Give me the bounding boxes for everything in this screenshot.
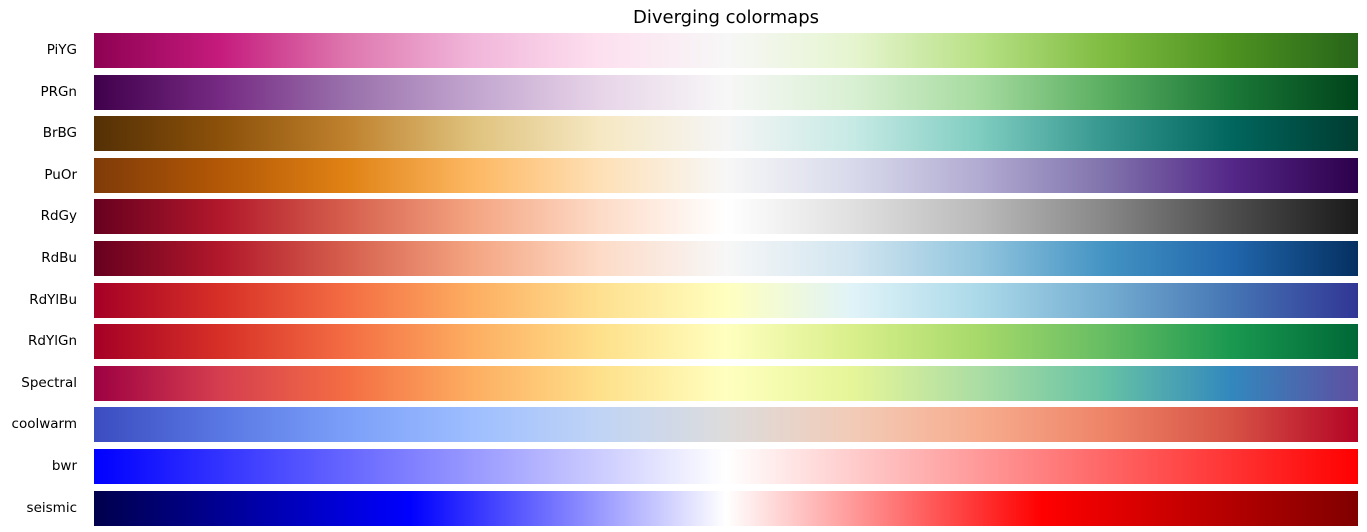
colormap-label: RdYlGn xyxy=(28,333,77,349)
colormap-bar xyxy=(94,241,1358,276)
colormap-label: RdGy xyxy=(40,208,77,224)
colormap-bar xyxy=(94,158,1358,193)
colormap-label: BrBG xyxy=(42,125,77,141)
colormap-bar xyxy=(94,366,1358,401)
colormap-bar xyxy=(94,33,1358,68)
colormap-label: coolwarm xyxy=(11,416,77,432)
colormap-bar xyxy=(94,324,1358,359)
colormap-label: PiYG xyxy=(46,42,77,58)
colormap-row-puor: PuOr xyxy=(0,158,1367,193)
colormap-row-rdbu: RdBu xyxy=(0,241,1367,276)
colormap-row-rdgy: RdGy xyxy=(0,199,1367,234)
colormap-label: seismic xyxy=(26,500,77,516)
colormap-row-prgn: PRGn xyxy=(0,75,1367,110)
colormap-bar xyxy=(94,199,1358,234)
colormap-label: Spectral xyxy=(21,375,77,391)
colormap-label: RdYlBu xyxy=(29,292,77,308)
colormap-bar xyxy=(94,491,1358,526)
colormap-row-brbg: BrBG xyxy=(0,116,1367,151)
colormap-row-rdylbu: RdYlBu xyxy=(0,283,1367,318)
colormap-bar xyxy=(94,283,1358,318)
colormap-label: RdBu xyxy=(41,250,77,266)
colormap-row-rdylgn: RdYlGn xyxy=(0,324,1367,359)
chart-title: Diverging colormaps xyxy=(632,7,820,28)
colormap-row-seismic: seismic xyxy=(0,491,1367,526)
colormap-bar xyxy=(94,407,1358,442)
colormap-label: PRGn xyxy=(40,84,77,100)
colormap-row-bwr: bwr xyxy=(0,449,1367,484)
colormap-label: bwr xyxy=(51,458,77,474)
colormap-bar xyxy=(94,75,1358,110)
colormap-row-piyg: PiYG xyxy=(0,33,1367,68)
colormap-bar xyxy=(94,449,1358,484)
colormap-row-coolwarm: coolwarm xyxy=(0,407,1367,442)
colormap-row-spectral: Spectral xyxy=(0,366,1367,401)
colormap-bar xyxy=(94,116,1358,151)
colormap-label: PuOr xyxy=(44,167,77,183)
